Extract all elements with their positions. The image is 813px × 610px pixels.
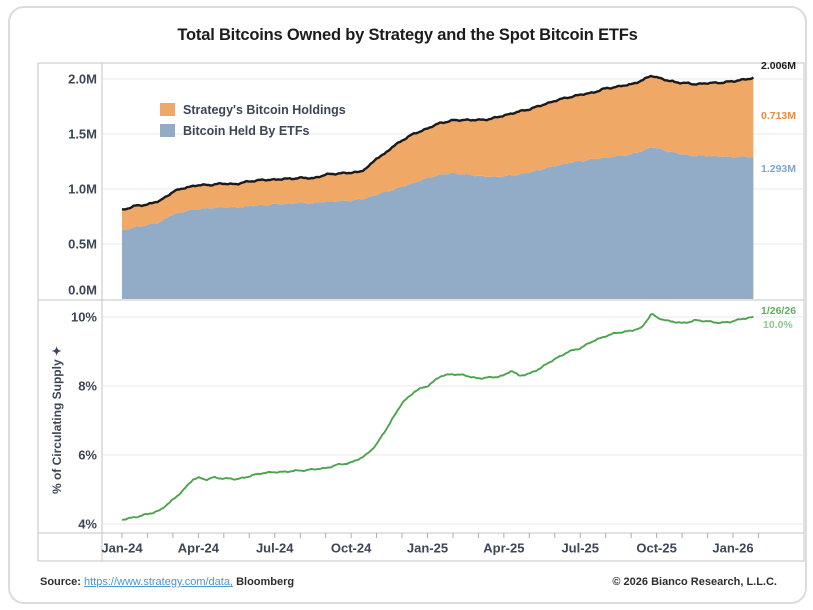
source-link[interactable]: https://www.strategy.com/data, xyxy=(84,576,233,588)
supply-end-date: 1/26/26 xyxy=(761,305,797,317)
source-suffix: Bloomberg xyxy=(236,576,295,588)
x-tick-label: Jul-25 xyxy=(561,540,600,556)
chart-title: Total Bitcoins Owned by Strategy and the… xyxy=(177,26,638,44)
etf-end-value: 1.293M xyxy=(761,163,797,175)
y-tick-label: 2.0M xyxy=(68,71,97,87)
x-tick-label: Jul-24 xyxy=(255,540,294,556)
y-tick-label: 0.0M xyxy=(68,282,97,298)
y-tick-label: 8% xyxy=(78,378,97,394)
y-tick-label: 1.0M xyxy=(68,181,97,197)
supply-end-value: 10.0% xyxy=(763,319,793,331)
legend-item-etf: Bitcoin Held By ETFs xyxy=(160,120,346,141)
strategy-end-value: 0.713M xyxy=(761,110,797,122)
y-tick-label: 1.5M xyxy=(68,126,97,142)
y-tick-label: 4% xyxy=(78,516,97,532)
source-label: Source: xyxy=(40,576,81,588)
etf-swatch-icon xyxy=(160,124,175,137)
y-tick-label: 10% xyxy=(70,309,97,325)
strategy-swatch-icon xyxy=(160,103,175,116)
legend-label: Bitcoin Held By ETFs xyxy=(183,123,310,138)
legend: Strategy's Bitcoin Holdings Bitcoin Held… xyxy=(160,99,346,141)
y-tick-label: 0.5M xyxy=(68,236,97,252)
source-line: Source: https://www.strategy.com/data, B… xyxy=(40,576,294,588)
chart-canvas xyxy=(37,62,805,562)
x-tick-label: Jan-26 xyxy=(712,540,754,556)
chart-card: Total Bitcoins Owned by Strategy and the… xyxy=(8,6,807,604)
x-tick-label: Apr-24 xyxy=(177,540,219,556)
x-tick-label: Apr-25 xyxy=(483,540,525,556)
x-tick-label: Oct-25 xyxy=(636,540,677,556)
legend-label: Strategy's Bitcoin Holdings xyxy=(183,102,346,117)
x-tick-label: Oct-24 xyxy=(330,540,372,556)
x-tick-label: Jan-24 xyxy=(101,540,143,556)
bottom-y-axis-title: % of Circulating Supply ✦ xyxy=(50,345,64,495)
y-tick-label: 6% xyxy=(78,447,97,463)
legend-item-strategy: Strategy's Bitcoin Holdings xyxy=(160,99,346,120)
x-tick-label: Jan-25 xyxy=(406,540,449,556)
copyright: © 2026 Bianco Research, L.L.C. xyxy=(612,576,777,588)
total-end-value: 2.006M xyxy=(761,60,797,72)
